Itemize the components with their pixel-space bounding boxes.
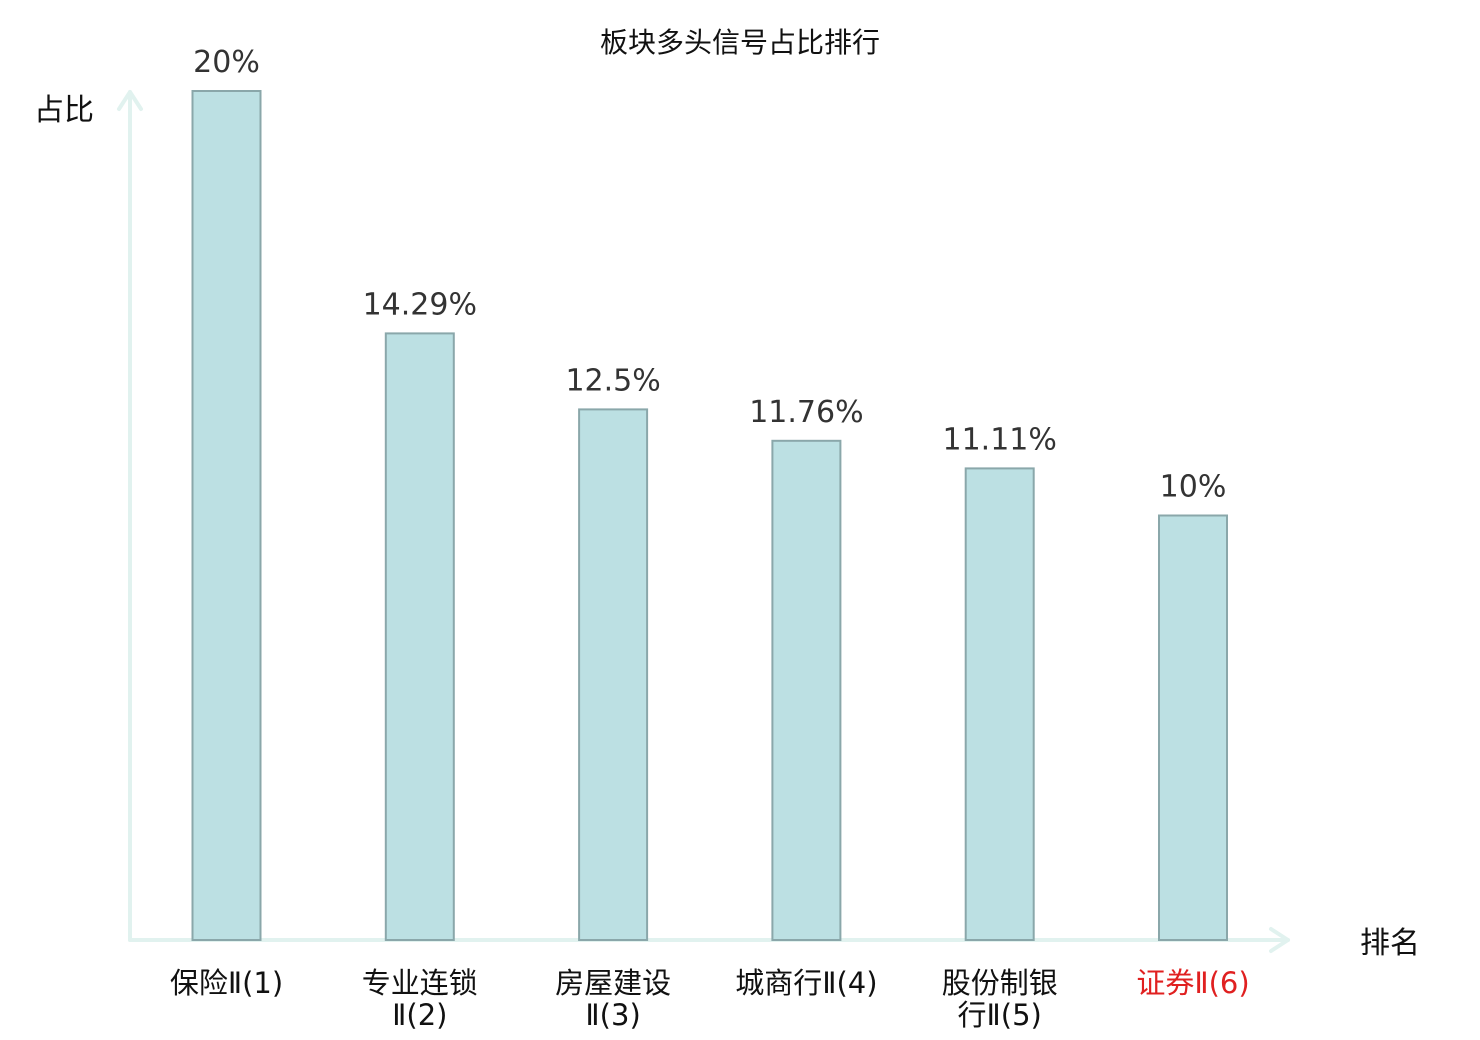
category-label-2: 专业连锁 Ⅱ(2) bbox=[362, 966, 478, 1032]
x-axis-arrow bbox=[1269, 927, 1290, 953]
value-label-1: 20% bbox=[193, 45, 260, 80]
category-labels-group: 保险Ⅱ(1) 专业连锁 Ⅱ(2) 房屋建设 Ⅱ(3) 城商行Ⅱ(4) 股份制银行Ⅱ(5) 证券… bbox=[170, 966, 1250, 1032]
bar-5 bbox=[964, 467, 1035, 941]
value-label-2: 14.29% bbox=[363, 287, 477, 322]
category-label-5: 股份制银行Ⅱ(5) bbox=[942, 966, 1058, 1032]
category-label-4: 城商行Ⅱ(4) bbox=[735, 966, 877, 1000]
value-label-5: 11.11% bbox=[943, 422, 1057, 457]
bar-1 bbox=[191, 90, 262, 941]
y-axis-label: 占比 bbox=[34, 93, 94, 128]
bar-2 bbox=[384, 332, 455, 941]
bar-4 bbox=[771, 439, 842, 941]
bar-3 bbox=[578, 408, 649, 941]
category-label-1: 保险Ⅱ(1) bbox=[170, 966, 283, 1000]
bars-group bbox=[191, 90, 1228, 941]
x-axis-label: 排名 bbox=[1360, 926, 1420, 961]
bar-6 bbox=[1158, 514, 1228, 941]
value-label-6: 10% bbox=[1160, 470, 1227, 505]
category-label-3: 房屋建设 Ⅱ(3) bbox=[555, 966, 671, 1032]
value-labels-group: 20% 14.29% 12.5% 11.76% 11.11% 10% bbox=[193, 45, 1226, 505]
y-axis-arrow bbox=[117, 90, 143, 111]
category-label-6: 证券Ⅱ(6) bbox=[1136, 966, 1249, 1000]
value-label-4: 11.76% bbox=[749, 395, 863, 430]
chart-title: 板块多头信号占比排行 bbox=[600, 26, 880, 59]
value-label-3: 12.5% bbox=[565, 363, 660, 398]
